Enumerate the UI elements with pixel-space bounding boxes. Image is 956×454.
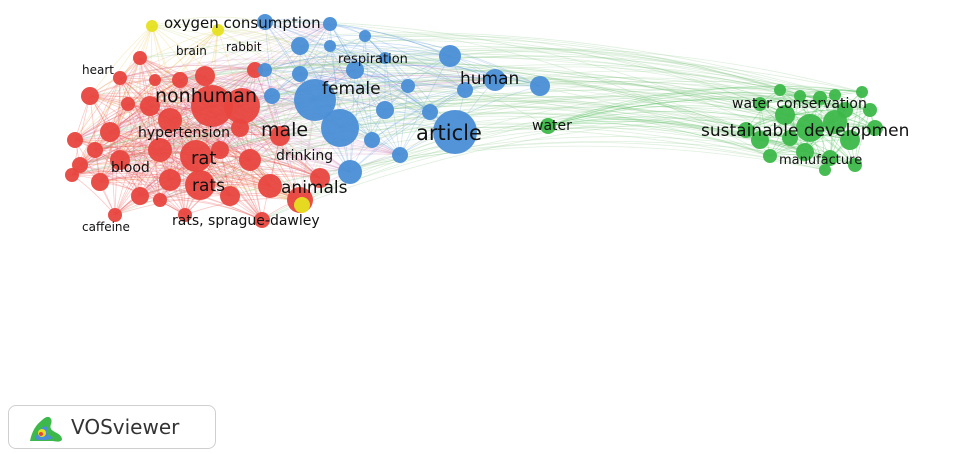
label-sustainable-development[interactable]: sustainable developmen bbox=[701, 121, 909, 141]
network-node[interactable] bbox=[774, 84, 786, 96]
network-node[interactable] bbox=[364, 132, 380, 148]
network-node[interactable] bbox=[131, 187, 149, 205]
network-node[interactable] bbox=[294, 197, 310, 213]
label-rats[interactable]: rats bbox=[192, 176, 225, 196]
network-node[interactable] bbox=[359, 30, 371, 42]
network-node[interactable] bbox=[530, 76, 550, 96]
network-node[interactable] bbox=[231, 119, 249, 137]
network-node[interactable] bbox=[376, 101, 394, 119]
network-node[interactable] bbox=[195, 66, 215, 86]
network-node[interactable] bbox=[401, 79, 415, 93]
network-node[interactable] bbox=[121, 97, 135, 111]
label-manufacture[interactable]: manufacture bbox=[779, 153, 862, 168]
network-node[interactable] bbox=[439, 45, 461, 67]
network-node[interactable] bbox=[258, 63, 272, 77]
network-node[interactable] bbox=[67, 132, 83, 148]
label-blood[interactable]: blood bbox=[111, 160, 150, 176]
vosviewer-label: VOSviewer bbox=[71, 415, 179, 439]
label-female[interactable]: female bbox=[322, 79, 381, 99]
label-water-conservation[interactable]: water conservation bbox=[732, 96, 867, 112]
label-hypertension[interactable]: hypertension bbox=[138, 125, 230, 141]
network-node[interactable] bbox=[392, 147, 408, 163]
label-animals[interactable]: animals bbox=[281, 178, 348, 198]
vosviewer-logo-icon bbox=[27, 411, 65, 443]
label-rats-sprague-dawley[interactable]: rats, sprague-dawley bbox=[172, 213, 320, 229]
network-node[interactable] bbox=[323, 17, 337, 31]
network-node[interactable] bbox=[292, 66, 308, 82]
label-article[interactable]: article bbox=[416, 121, 482, 145]
label-human[interactable]: human bbox=[460, 69, 519, 89]
label-nonhuman[interactable]: nonhuman bbox=[155, 85, 257, 107]
network-node[interactable] bbox=[148, 138, 172, 162]
label-drinking[interactable]: drinking bbox=[276, 148, 333, 164]
network-node[interactable] bbox=[159, 169, 181, 191]
network-node[interactable] bbox=[65, 168, 79, 182]
label-rat[interactable]: rat bbox=[191, 148, 217, 169]
label-water[interactable]: water bbox=[532, 118, 572, 134]
network-node[interactable] bbox=[153, 193, 167, 207]
network-node[interactable] bbox=[264, 88, 280, 104]
network-node[interactable] bbox=[763, 149, 777, 163]
label-oxygen-consumption[interactable]: oxygen consumption bbox=[164, 14, 321, 32]
network-node[interactable] bbox=[133, 51, 147, 65]
network-node[interactable] bbox=[113, 71, 127, 85]
network-node[interactable] bbox=[87, 142, 103, 158]
network-node[interactable] bbox=[324, 40, 336, 52]
network-node[interactable] bbox=[91, 173, 109, 191]
network-node[interactable] bbox=[146, 20, 158, 32]
label-respiration[interactable]: respiration bbox=[338, 52, 408, 67]
network-node[interactable] bbox=[81, 87, 99, 105]
network-node[interactable] bbox=[422, 104, 438, 120]
network-node[interactable] bbox=[239, 149, 261, 171]
label-caffeine[interactable]: caffeine bbox=[82, 220, 130, 234]
network-node[interactable] bbox=[291, 37, 309, 55]
label-male[interactable]: male bbox=[261, 119, 308, 141]
label-heart[interactable]: heart bbox=[82, 63, 114, 77]
network-node[interactable] bbox=[321, 109, 359, 147]
vosviewer-badge[interactable]: VOSviewer bbox=[8, 405, 216, 449]
label-brain[interactable]: brain bbox=[176, 44, 207, 58]
network-node[interactable] bbox=[258, 174, 282, 198]
label-rabbit[interactable]: rabbit bbox=[226, 40, 262, 54]
network-node[interactable] bbox=[100, 122, 120, 142]
